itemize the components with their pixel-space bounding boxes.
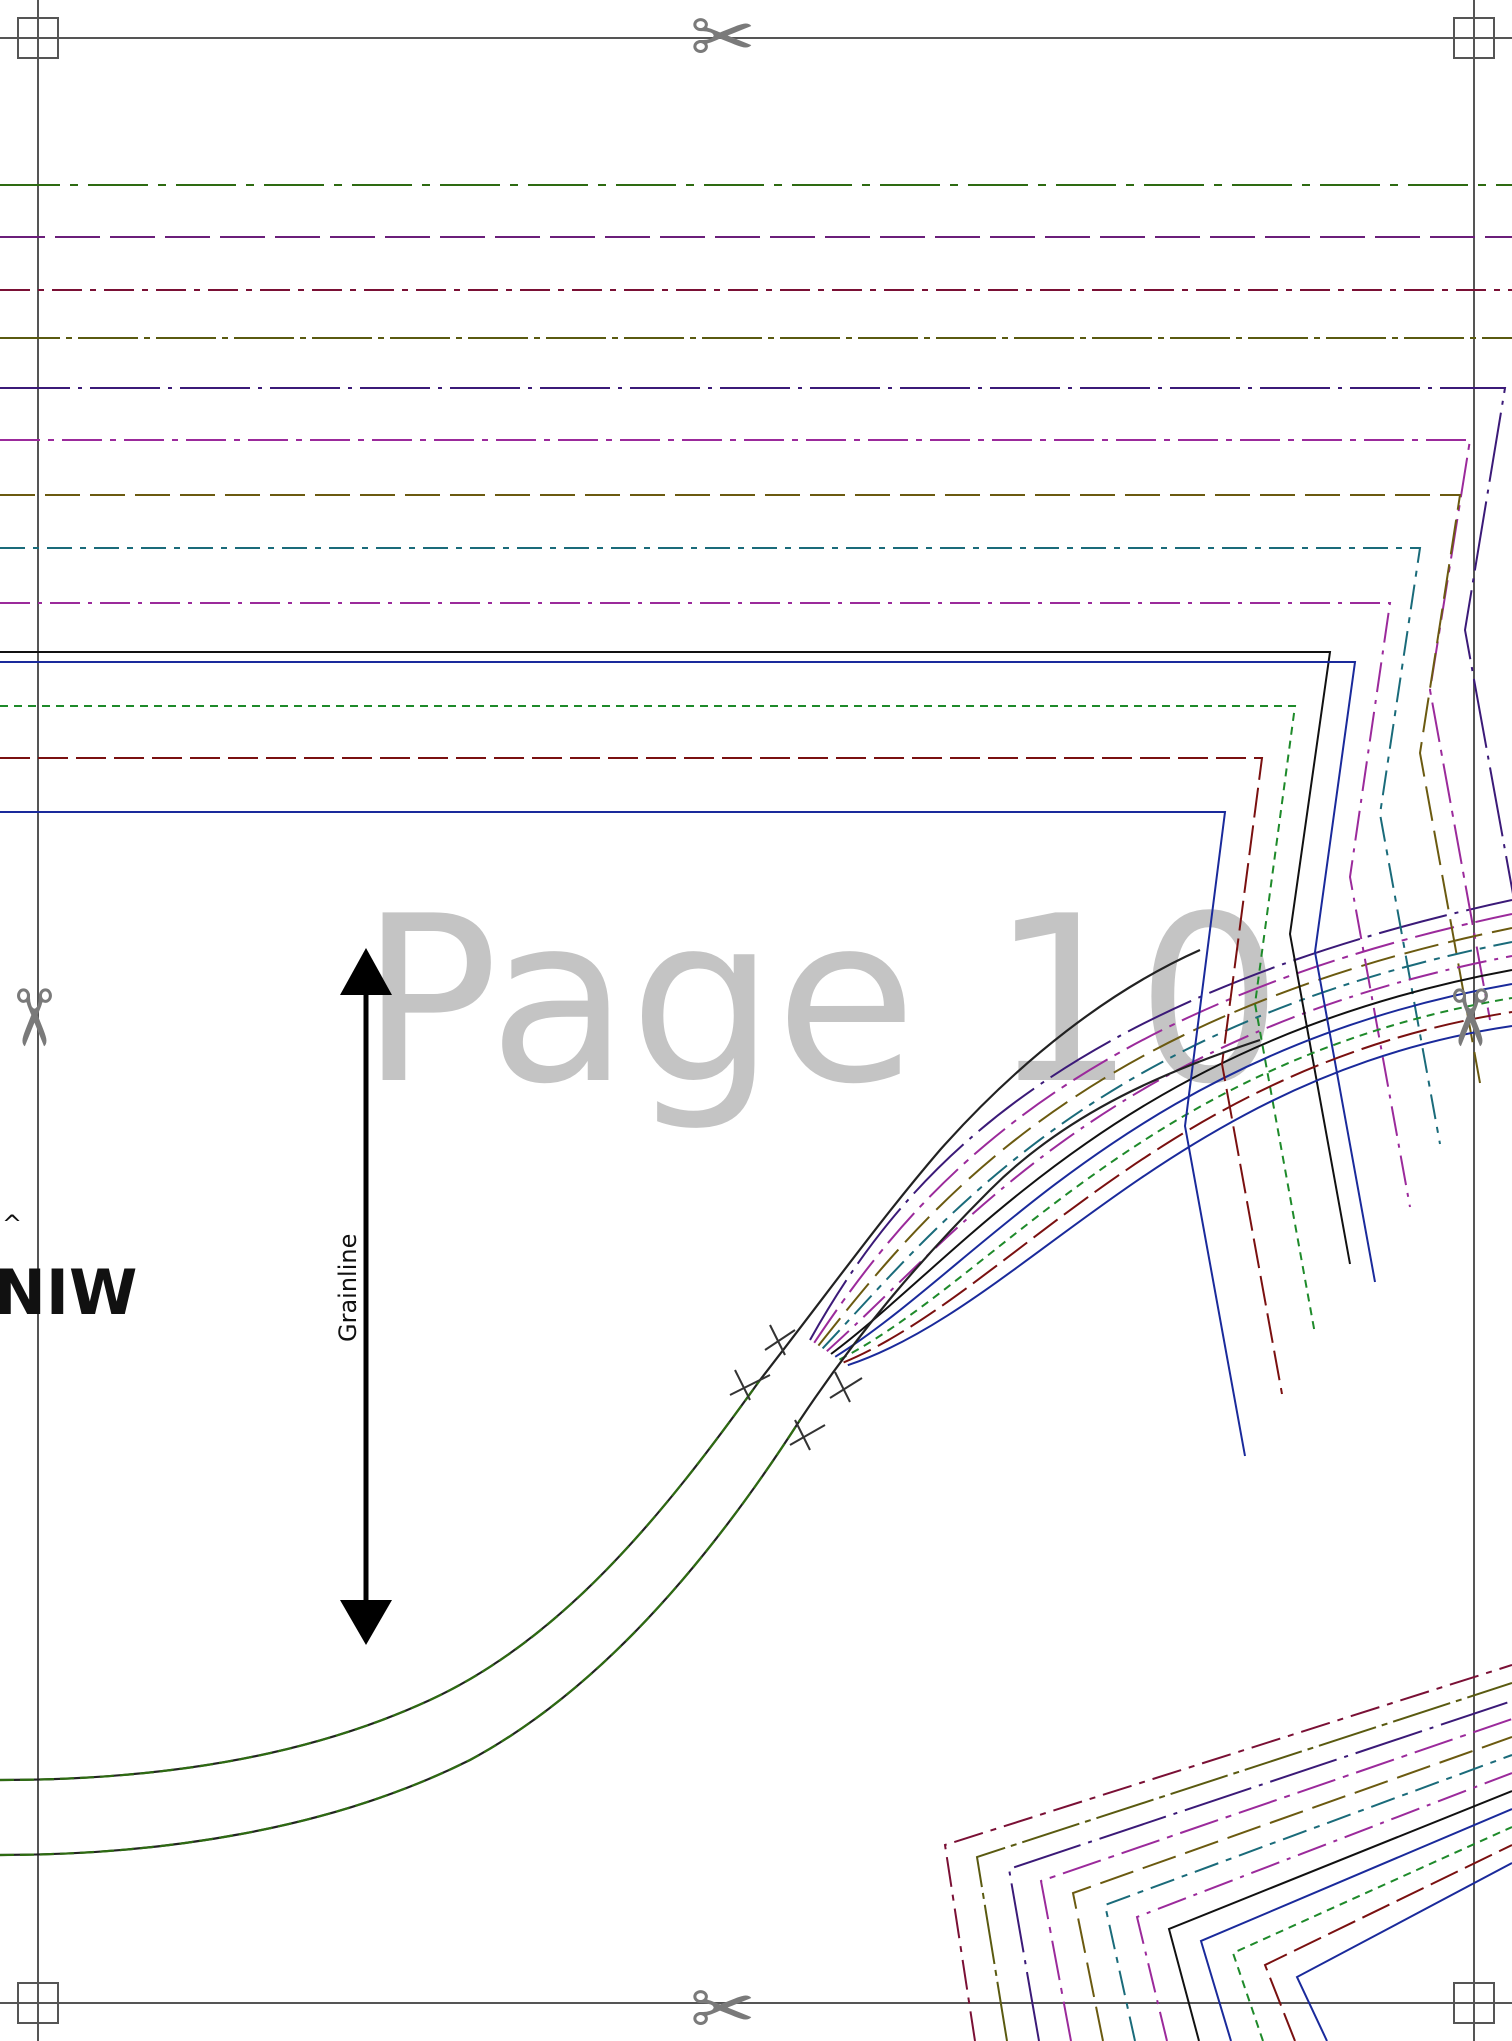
size-curve (847, 1025, 1512, 1367)
size-corner (1295, 1862, 1512, 2041)
size-curve (830, 969, 1512, 1355)
size-corner (1135, 1772, 1512, 2041)
register-box-icon (17, 17, 1495, 2024)
size-line (0, 494, 1481, 1084)
size-curve (826, 955, 1512, 1352)
size-corner (1039, 1718, 1512, 2041)
size-corner (1167, 1790, 1512, 2041)
size-curve (809, 899, 1512, 1341)
page-watermark: Page 10 (360, 868, 1283, 1135)
size-corner (1007, 1700, 1512, 2041)
caret-mark: ^ (2, 1210, 22, 1238)
scissors-icon: ✂ (690, 0, 755, 83)
size-line (0, 661, 1376, 1283)
size-corner (1263, 1844, 1512, 2041)
notch-marks (729, 1324, 863, 1451)
size-corner (943, 1664, 1512, 2041)
grainline-label: Grainline (334, 1234, 362, 1342)
lower-size-corners (943, 1664, 1512, 2041)
piece-label-fragment: NIW (0, 1256, 137, 1329)
size-curve (821, 941, 1512, 1350)
size-corner (975, 1682, 1512, 2041)
size-line (0, 387, 1512, 895)
size-line (0, 651, 1351, 1265)
size-curve (813, 913, 1512, 1344)
size-line (0, 705, 1316, 1335)
size-line (0, 757, 1283, 1395)
size-lines (0, 184, 1512, 1457)
scissors-icon: ✂ (1423, 985, 1512, 1050)
size-curve (834, 983, 1512, 1358)
scissors-icon: ✂ (0, 985, 77, 1050)
size-corner (1199, 1808, 1512, 2041)
size-curve (817, 927, 1512, 1347)
size-corner (1231, 1826, 1512, 2041)
size-line (0, 811, 1246, 1457)
size-corner (1071, 1736, 1512, 2041)
size-line (0, 602, 1411, 1208)
size-corner (1103, 1754, 1512, 2041)
curve-seams (0, 948, 1261, 1857)
grainline-arrow (340, 948, 392, 1645)
size-line (0, 439, 1491, 1021)
size-curve (843, 1011, 1512, 1364)
scissors-icon: ✂ (690, 1965, 755, 2041)
